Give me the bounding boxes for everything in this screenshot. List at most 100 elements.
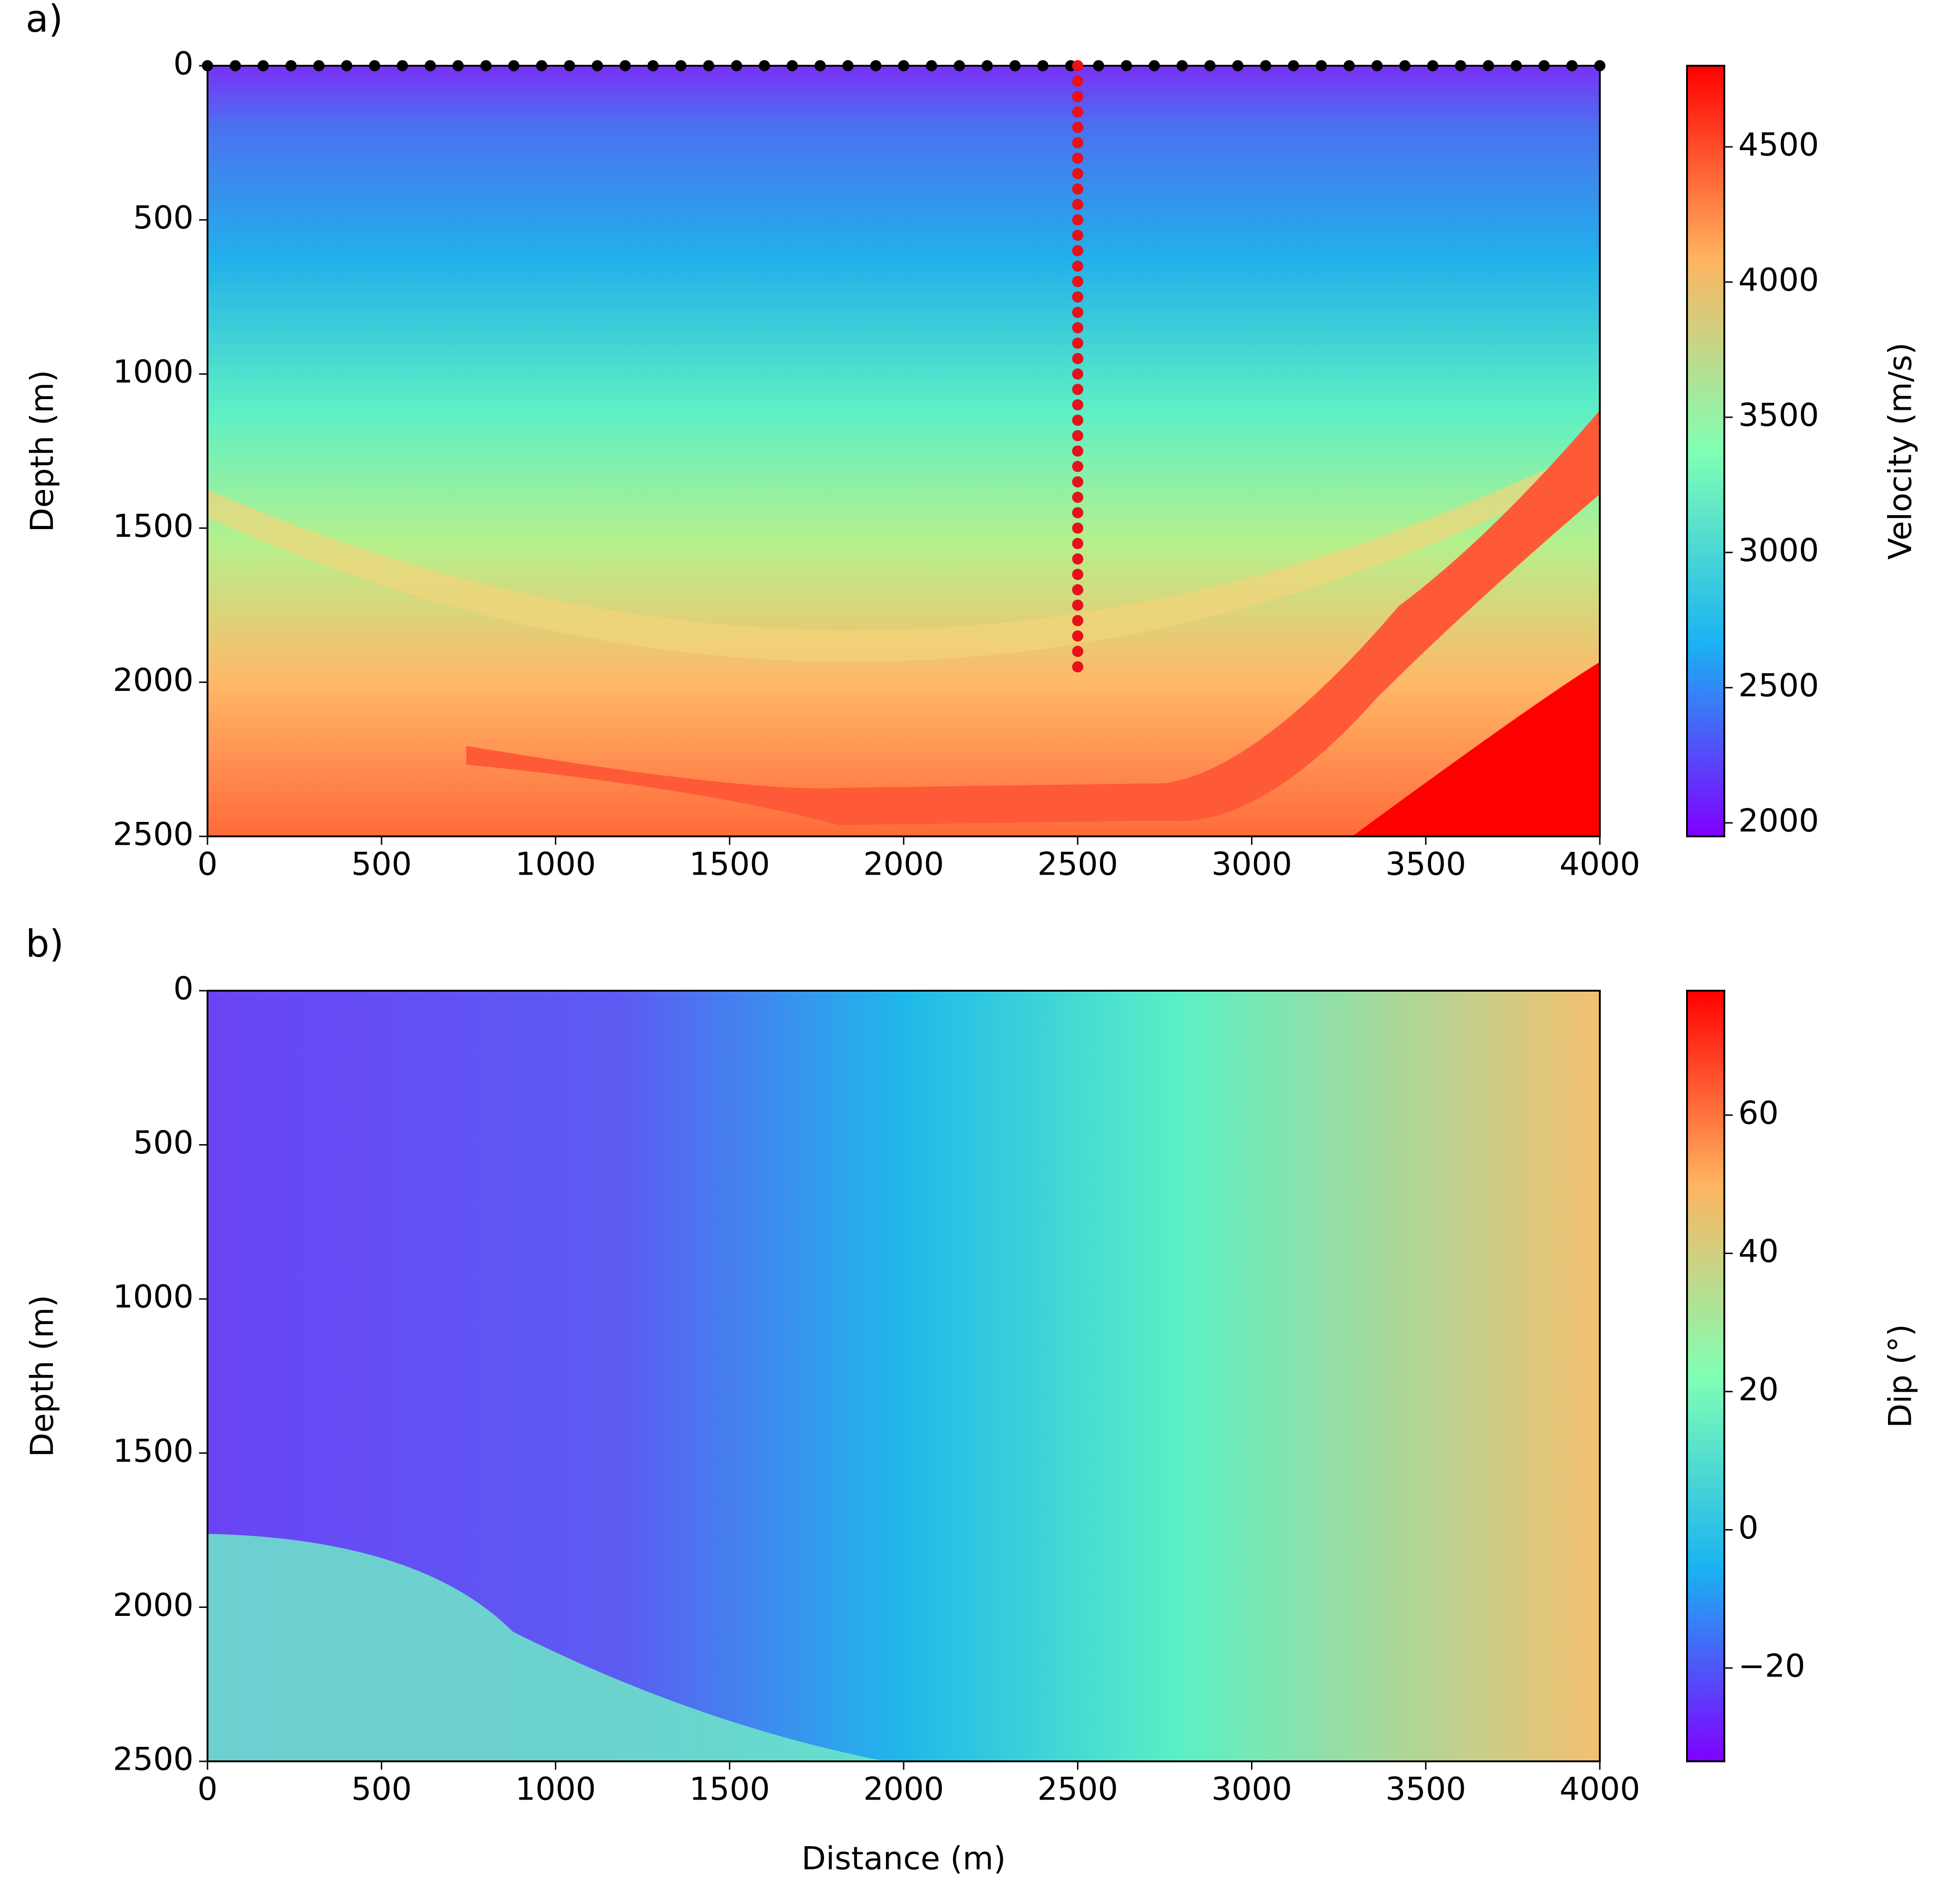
station <box>870 60 882 71</box>
station <box>1483 60 1494 71</box>
y-tick-label: 2000 <box>113 1587 194 1624</box>
station <box>1072 399 1084 411</box>
station <box>1072 106 1084 118</box>
colorbar-tick-label: 2000 <box>1738 803 1819 840</box>
colorbar-tick-label: 0 <box>1738 1510 1758 1546</box>
station <box>1288 60 1300 71</box>
station <box>1093 60 1105 71</box>
station <box>1072 214 1084 226</box>
colorbar-tick-label: −20 <box>1738 1648 1805 1684</box>
station <box>1072 461 1084 472</box>
station <box>1232 60 1244 71</box>
station <box>480 60 492 71</box>
x-tick-label: 500 <box>351 1771 412 1808</box>
station <box>1072 353 1084 365</box>
station <box>592 60 603 71</box>
station <box>1072 661 1084 673</box>
colorbar-tick-label: 60 <box>1738 1095 1779 1131</box>
station <box>1072 91 1084 103</box>
colorbar-label: Dip (°) <box>1882 1324 1919 1428</box>
x-tick-label: 2500 <box>1037 1771 1118 1808</box>
station <box>369 60 380 71</box>
station <box>508 60 519 71</box>
velocity-image <box>207 66 1600 836</box>
station <box>619 60 631 71</box>
station <box>229 60 241 71</box>
dip-image <box>207 991 1600 1761</box>
station <box>814 60 826 71</box>
station <box>1072 168 1084 179</box>
station <box>1072 322 1084 334</box>
y-tick-label: 1000 <box>113 354 194 391</box>
station <box>1315 60 1327 71</box>
colorbar <box>1686 990 1725 1762</box>
x-tick-label: 2500 <box>1037 846 1118 883</box>
colorbar-label: Velocity (m/s) <box>1882 342 1919 559</box>
y-tick-label: 0 <box>173 46 194 83</box>
colorbar-tick-label: 3000 <box>1738 532 1819 569</box>
station <box>341 60 353 71</box>
station <box>759 60 770 71</box>
colorbar-tick-label: 20 <box>1738 1371 1779 1408</box>
station <box>1072 553 1084 565</box>
station <box>1072 60 1084 71</box>
station <box>647 60 659 71</box>
x-tick-label: 3500 <box>1385 846 1466 883</box>
station <box>1072 368 1084 380</box>
station <box>257 60 269 71</box>
station <box>1176 60 1188 71</box>
station <box>1072 76 1084 87</box>
x-tick-label: 1000 <box>515 1771 596 1808</box>
station <box>1343 60 1355 71</box>
x-tick-label: 3500 <box>1385 1771 1466 1808</box>
station <box>1072 276 1084 287</box>
colorbar-tick-label: 4000 <box>1738 262 1819 299</box>
station <box>731 60 742 71</box>
station <box>285 60 297 71</box>
station <box>1072 430 1084 442</box>
x-tick-label: 4000 <box>1559 1771 1640 1808</box>
station <box>954 60 965 71</box>
panel-label: b) <box>26 922 64 966</box>
y-axis-label: Depth (m) <box>24 370 61 532</box>
station <box>1148 60 1160 71</box>
station <box>1399 60 1411 71</box>
colorbar-tick-label: 40 <box>1738 1233 1779 1270</box>
y-tick-label: 2500 <box>113 1741 194 1778</box>
station <box>424 60 436 71</box>
station <box>898 60 909 71</box>
station <box>1566 60 1578 71</box>
station <box>1072 183 1084 195</box>
colorbar-tick-label: 3500 <box>1738 397 1819 434</box>
x-tick-label: 0 <box>197 1771 217 1808</box>
station <box>1427 60 1438 71</box>
station <box>1072 445 1084 457</box>
station <box>1009 60 1021 71</box>
y-tick-label: 2000 <box>113 662 194 699</box>
station <box>1072 245 1084 256</box>
station <box>1120 60 1132 71</box>
station <box>1072 414 1084 426</box>
station <box>842 60 854 71</box>
y-tick-label: 1500 <box>113 1433 194 1469</box>
x-tick-label: 3000 <box>1211 1771 1292 1808</box>
x-tick-label: 4000 <box>1559 846 1640 883</box>
x-tick-label: 3000 <box>1211 846 1292 883</box>
station <box>1037 60 1049 71</box>
y-tick-label: 500 <box>133 200 194 236</box>
station <box>1072 306 1084 318</box>
panel-label: a) <box>26 0 63 41</box>
station <box>1072 615 1084 627</box>
x-tick-label: 1500 <box>689 846 770 883</box>
station <box>1072 338 1084 349</box>
station <box>397 60 408 71</box>
station <box>1371 60 1383 71</box>
station <box>1072 260 1084 272</box>
station <box>1072 507 1084 518</box>
station <box>1072 538 1084 549</box>
station <box>1072 476 1084 488</box>
y-tick-label: 1500 <box>113 508 194 545</box>
x-axis-label: Distance (m) <box>802 1841 1006 1877</box>
x-tick-label: 0 <box>197 846 217 883</box>
